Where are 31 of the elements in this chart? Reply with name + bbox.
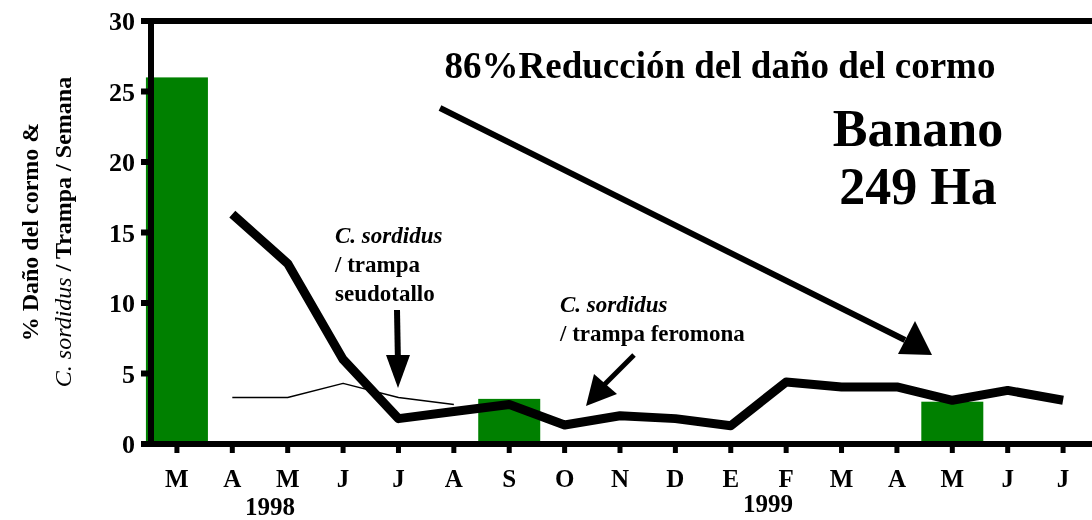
y-tick-label: 15	[109, 218, 135, 248]
annotation: 86%Reducción del daño del cormo	[444, 45, 996, 86]
x-tick-label: A	[223, 465, 242, 492]
x-tick-label: J	[1056, 465, 1070, 492]
x-tick-label: A	[887, 465, 906, 492]
y-tick-label: 0	[122, 430, 135, 459]
x-tick-label: E	[722, 465, 740, 492]
y-tick-label: 25	[109, 77, 135, 107]
annotation: C. sordidus / trampa feromona	[559, 292, 746, 346]
x-tick-label: O	[554, 465, 575, 492]
x-tick-label: M	[165, 465, 189, 492]
text: 1999	[743, 490, 793, 517]
annotation: Banano 249 Ha	[832, 100, 1004, 215]
x-tick-label: M	[940, 465, 965, 492]
text: 1998	[245, 493, 295, 520]
x-tick-label: S	[502, 465, 517, 492]
x-tick-label: M	[829, 465, 854, 492]
x-tick-label: M	[275, 465, 300, 492]
x-tick-label: A	[444, 465, 463, 492]
y-tick-label: 5	[122, 359, 135, 389]
x-tick-label: N	[610, 465, 630, 492]
annotation: C. sordidus / trampa seudotallo	[334, 223, 443, 306]
x-tick-label: J	[1001, 465, 1014, 492]
y-tick-label: 10	[109, 289, 135, 318]
x-tick-label: D	[666, 465, 685, 492]
x-tick-label: J	[336, 465, 350, 492]
x-tick-label: J	[392, 465, 405, 492]
y-tick-label: 20	[109, 148, 135, 177]
y-tick-label: 30	[109, 7, 135, 36]
bar	[921, 401, 984, 444]
x-tick-label: F	[778, 465, 794, 492]
